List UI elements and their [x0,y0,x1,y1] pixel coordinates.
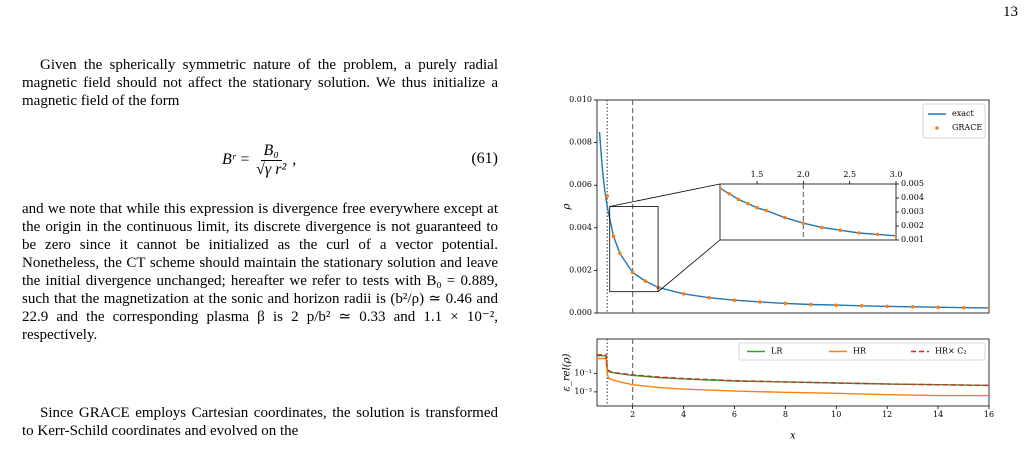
x-tick-label: 8 [783,410,788,419]
x-tick-label: 12 [882,410,892,419]
x-tick-label: 2 [630,410,635,419]
data-point [720,186,722,190]
data-point [894,234,896,238]
data-point [618,251,622,256]
fraction: B₀ √γ r² [256,142,286,179]
equation-body: Bʳ = B₀ √γ r² , [222,138,296,182]
y-tick-label: 0.004 [901,193,924,202]
data-point [838,228,843,232]
y-tick-label: 0.002 [569,265,592,274]
data-point [630,270,635,275]
data-layer [598,131,989,310]
y-tick-label: 0.004 [569,223,592,232]
x-tick-label: 16 [984,410,994,419]
data-line [598,131,989,309]
x-tick-label: 3.0 [890,170,903,179]
data-point [783,215,787,220]
eq-trailing: , [292,151,297,168]
y-tick-label: 0.010 [569,95,592,104]
data-layer [597,354,989,397]
data-point [885,304,889,309]
zoom-region [609,206,659,293]
paragraph: Since GRACE employs Cartesian coordinate… [22,405,498,439]
data-point [857,231,861,235]
data-point [605,194,609,198]
legend-marker [935,126,939,130]
legend-label: LR [771,347,783,356]
x-tick-label: 14 [933,410,943,419]
legend-box [922,103,986,139]
y-axis-label: ε_rel(ρ) [562,353,573,391]
x-tick-label: 4 [681,410,686,419]
paragraph: Given the spherically symmetric nature o… [22,57,498,109]
legend-label: exact [952,109,974,118]
panel: 10⁻¹ 10⁻³ 2 4 6 8 10 12 14 16 ε_rel(ρ)x LR HR HR× C₂ [562,338,994,442]
x-tick-label: 1.5 [751,170,764,179]
x-tick-label: 2.5 [843,170,856,179]
zoom-connector [609,183,721,207]
data-point [910,305,915,309]
data-point [745,201,750,206]
legend-label: HR× C₂ [935,347,967,356]
data-point [611,234,616,239]
numerator: B₀ [260,142,282,161]
legend-box [738,342,986,361]
data-point [681,292,686,296]
y-tick-label: 0.003 [901,207,924,216]
x-tick-label: 6 [732,410,737,419]
y-tick-label: 10⁻¹ [574,368,592,377]
data-layer [720,186,896,238]
data-point [727,192,732,196]
data-point [755,206,759,210]
y-tick-label: 0.008 [569,138,592,147]
x-tick-label: 10 [831,410,841,419]
data-point [859,303,864,308]
y-tick-label: 0.000 [569,308,592,317]
y-tick-label: 0.006 [569,180,592,189]
y-tick-label: 10⁻³ [574,387,592,396]
equation-number: (61) [471,150,498,167]
plot-area [719,183,897,241]
data-point [987,306,989,310]
y-tick-label: 0.001 [901,235,924,244]
eq-lhs: Bʳ = [222,151,251,168]
legend-label: GRACE [952,123,982,132]
data-point [801,221,806,225]
data-point [961,305,966,310]
data-point [764,208,769,213]
denominator: √γ r² [256,160,287,178]
y-tick-label: 0.005 [901,179,924,188]
page-number: 13 [1003,4,1018,20]
legend-label: HR [853,347,867,356]
y-tick-label: 0.002 [901,221,924,230]
data-point [834,303,839,307]
zoom-connector [657,239,721,293]
equation: Bʳ = B₀ √γ r² , (61) [22,138,498,182]
data-point [707,295,711,300]
panel: 0.001 0.002 0.003 0.004 0.005 1.5 2.0 2.5 3.0 [719,170,924,244]
paragraph: and we note that while this expression i… [22,201,498,343]
data-point [736,197,741,202]
data-point [820,225,824,230]
data-point [936,305,940,310]
x-axis-label: x [790,431,796,442]
data-point [643,279,648,283]
y-axis-label: ρ [562,203,573,210]
data-point [875,232,880,237]
x-tick-label: 2.0 [797,170,810,179]
data-point [783,301,788,306]
data-point [732,298,737,303]
data-point [758,300,762,304]
data-point [809,302,813,307]
